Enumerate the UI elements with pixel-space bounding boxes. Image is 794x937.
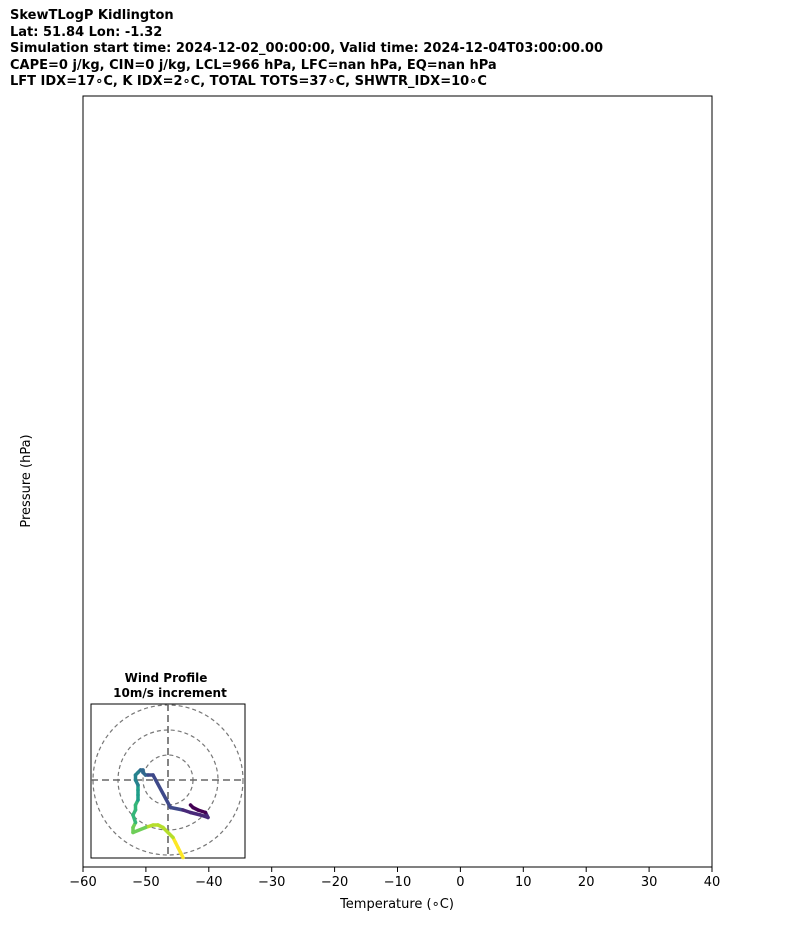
x-tick-label: 20 <box>578 875 595 890</box>
hodograph-segment <box>161 825 175 840</box>
chart-header: SkewTLogP Kidlington Lat: 51.84 Lon: -1.… <box>10 8 603 91</box>
x-tick-label: −20 <box>321 875 348 890</box>
x-tick-label: 40 <box>704 875 721 890</box>
hodograph-subtitle: 10m/s increment <box>113 686 227 700</box>
hodograph-segment <box>131 825 148 835</box>
x-tick-label: 30 <box>641 875 658 890</box>
x-axis-label: Temperature (∘C) <box>339 897 454 912</box>
chart-title: SkewTLogP Kidlington <box>10 8 174 23</box>
x-tick-label: 10 <box>515 875 532 890</box>
x-tick-label: −60 <box>69 875 96 890</box>
x-tick-label: −10 <box>384 875 411 890</box>
hodograph-inset: Wind Profile 10m/s increment <box>90 671 246 860</box>
location-line: Lat: 51.84 Lon: -1.32 <box>10 24 163 40</box>
hodograph-title: Wind Profile <box>125 671 208 685</box>
indices-line: LFT IDX=17∘C, K IDX=2∘C, TOTAL TOTS=37∘C… <box>10 74 487 89</box>
x-tick-label: −40 <box>195 875 222 890</box>
x-tick-label: −50 <box>132 875 159 890</box>
x-tick-label: −30 <box>258 875 285 890</box>
hodograph-segment <box>151 773 173 810</box>
axes: −60−50−40−30−20−100102030401002003004005… <box>69 867 721 890</box>
hodograph-segment <box>168 805 185 812</box>
y-axis-label: Pressure (hPa) <box>19 434 34 527</box>
time-line: Simulation start time: 2024-12-02_00:00:… <box>10 41 603 56</box>
x-tick-label: 0 <box>456 875 464 890</box>
cape-line: CAPE=0 j/kg, CIN=0 j/kg, LCL=966 hPa, LF… <box>10 57 497 73</box>
hodograph-segment <box>188 803 195 810</box>
